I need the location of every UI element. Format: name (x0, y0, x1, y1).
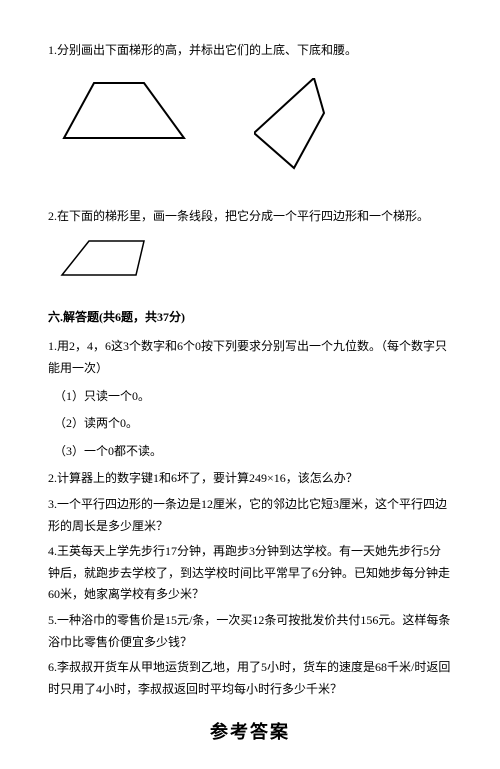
s6-q1-stem: 1.用2，4，6这3个数字和6个0按下列要求分别写出一个九位数。（每个数字只能用… (48, 336, 452, 379)
s6-q5: 5.一种浴巾的零售价是15元/条，一次买12条可按批发价共付156元。这样每条浴… (48, 610, 452, 653)
trapezoid-a-shape (64, 83, 184, 138)
answer-title: 参考答案 (48, 716, 452, 748)
trapezoid-b (254, 78, 334, 178)
s6-q4: 4.王英每天上学先步行17分钟，再跑步3分钟到达学校。有一天她先步行5分钟后，就… (48, 541, 452, 606)
q1-text: 1.分别画出下面梯形的高，并标出它们的上底、下底和腰。 (48, 40, 452, 62)
page-root: 1.分别画出下面梯形的高，并标出它们的上底、下底和腰。 2.在下面的梯形里，画一… (0, 0, 500, 769)
s6-q2: 2.计算器上的数字键1和6坏了，要计算249×16，该怎么办？ (48, 468, 452, 490)
section6-header: 六.解答题(共6题，共37分) (48, 307, 452, 329)
s6-q1-s1: （1）只读一个0。 (54, 386, 452, 408)
trapezoid-small-shape (62, 241, 144, 275)
trapezoid-a (54, 78, 194, 148)
q2-text: 2.在下面的梯形里，画一条线段，把它分成一个平行四边形和一个梯形。 (48, 206, 452, 228)
q1-figures (54, 78, 452, 178)
s6-q6: 6.李叔叔开货车从甲地运货到乙地，用了5小时，货车的速度是68千米/时返回时只用… (48, 657, 452, 700)
trapezoid-b-shape (254, 78, 324, 168)
s6-q1-s2: （2）读两个0。 (54, 413, 452, 435)
q2-figure (54, 237, 452, 289)
s6-q1-s3: （3）一个0都不读。 (54, 441, 452, 463)
s6-q3: 3.一个平行四边形的一条边是12厘米，它的邻边比它短3厘米，这个平行四边形的周长… (48, 494, 452, 537)
